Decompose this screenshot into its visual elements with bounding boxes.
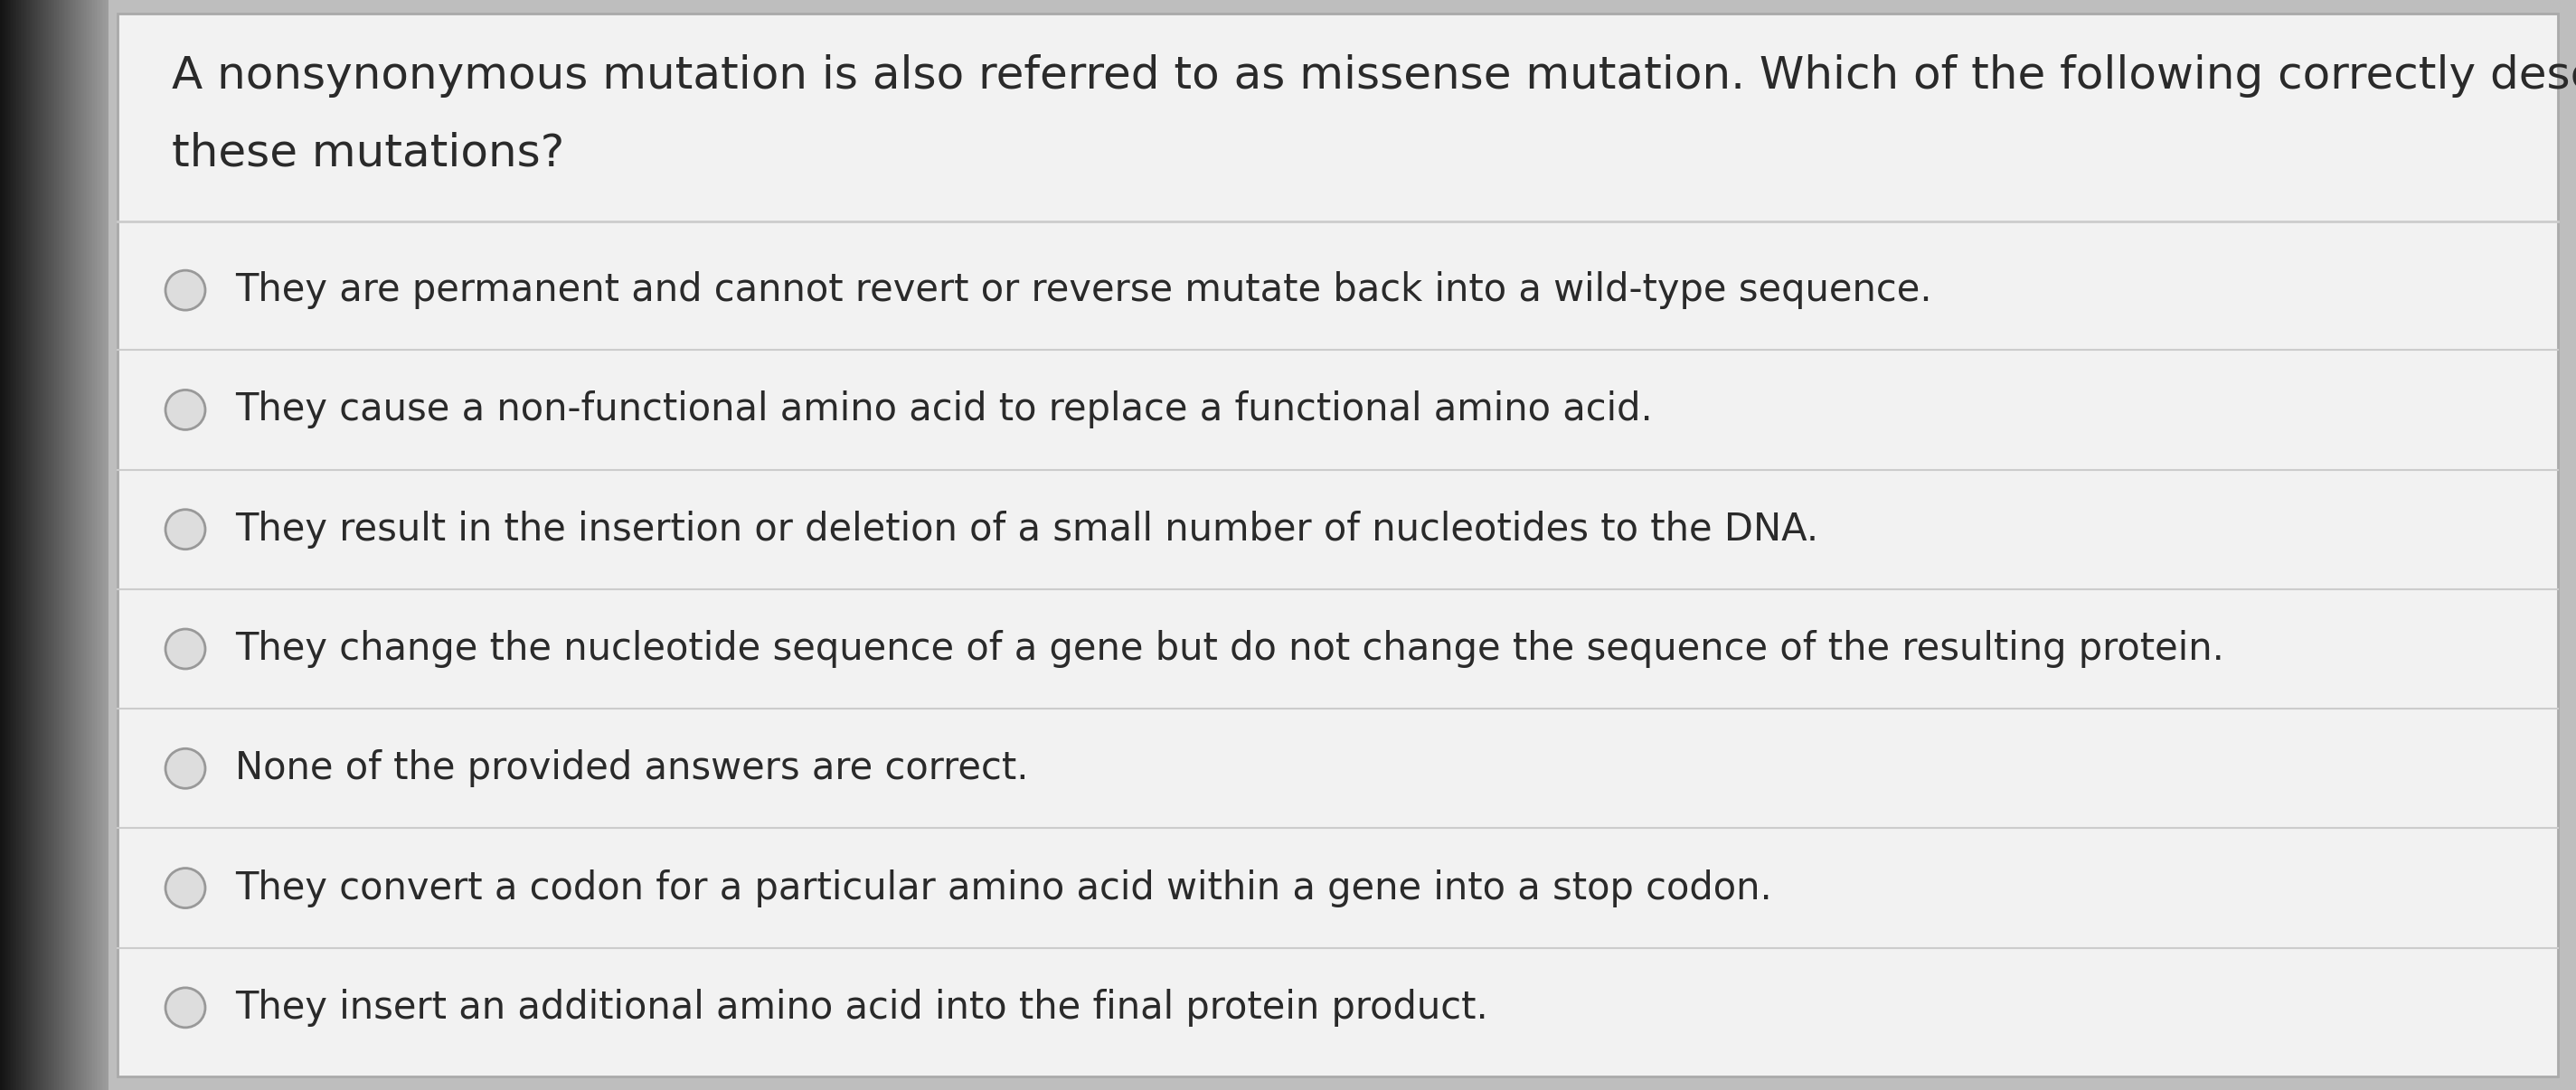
Text: They change the nucleotide sequence of a gene but do not change the sequence of : They change the nucleotide sequence of a… [234, 630, 2223, 668]
Ellipse shape [165, 509, 206, 549]
Ellipse shape [165, 270, 206, 311]
Text: They are permanent and cannot revert or reverse mutate back into a wild-type seq: They are permanent and cannot revert or … [234, 271, 1932, 310]
Text: They cause a non-functional amino acid to replace a functional amino acid.: They cause a non-functional amino acid t… [234, 391, 1654, 428]
Text: these mutations?: these mutations? [173, 131, 564, 174]
Ellipse shape [165, 390, 206, 429]
Ellipse shape [165, 749, 206, 788]
Text: They insert an additional amino acid into the final protein product.: They insert an additional amino acid int… [234, 989, 1489, 1027]
Text: A nonsynonymous mutation is also referred to as missense mutation. Which of the : A nonsynonymous mutation is also referre… [173, 54, 2576, 98]
Text: They convert a codon for a particular amino acid within a gene into a stop codon: They convert a codon for a particular am… [234, 869, 1772, 907]
FancyBboxPatch shape [118, 13, 2558, 1077]
Text: None of the provided answers are correct.: None of the provided answers are correct… [234, 750, 1028, 787]
Ellipse shape [165, 629, 206, 669]
Ellipse shape [165, 868, 206, 908]
Ellipse shape [165, 988, 206, 1028]
Text: They result in the insertion or deletion of a small number of nucleotides to the: They result in the insertion or deletion… [234, 510, 1819, 548]
